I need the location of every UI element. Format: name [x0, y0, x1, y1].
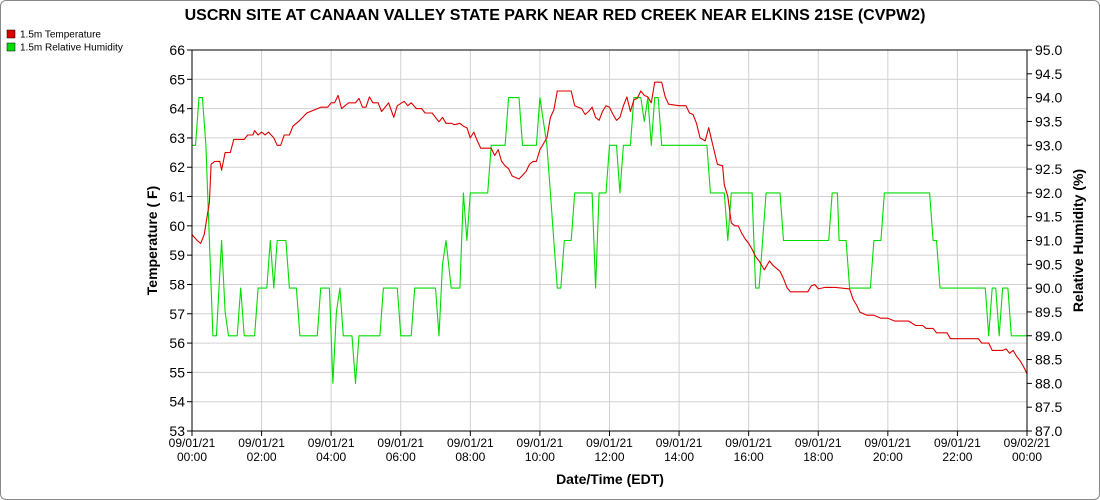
y-right-tick-label: 89.5 [1035, 304, 1062, 320]
x-tick-date: 09/01/21 [238, 436, 285, 450]
x-tick-date: 09/01/21 [377, 436, 424, 450]
y-left-axis-ticks: 53 54 55 56 57 58 59 60 61 62 63 64 65 66 [169, 42, 192, 439]
y-left-tick-label: 53 [169, 423, 185, 439]
y-right-tick-label: 88.5 [1035, 352, 1062, 368]
x-tick-time: 16:00 [734, 450, 764, 464]
x-axis-ticks: 09/01/2100:0009/01/2102:0009/01/2104:000… [169, 431, 1051, 464]
x-tick-date: 09/01/21 [517, 436, 564, 450]
y-right-axis-ticks: 87.0 87.5 88.0 88.5 89.0 89.5 90.0 90.5 91.0 91.5… [1027, 42, 1062, 439]
x-tick-date: 09/01/21 [447, 436, 494, 450]
x-tick-time: 04:00 [316, 450, 346, 464]
x-tick-time: 08:00 [455, 450, 485, 464]
humidity-series-line [192, 97, 1027, 384]
y-right-tick-label: 88.0 [1035, 375, 1062, 391]
legend-label-humidity: 1.5m Relative Humidity [20, 43, 123, 54]
x-tick-date: 09/01/21 [864, 436, 911, 450]
legend: 1.5m Temperature 1.5m Relative Humidity [6, 29, 123, 54]
temperature-series-line [191, 81, 1028, 375]
y-right-tick-label: 94.5 [1035, 66, 1062, 82]
y-right-tick-label: 87.5 [1035, 399, 1062, 415]
y-left-axis-label: Temperature ( F) [144, 186, 160, 295]
series-lines [191, 81, 1028, 384]
y-left-tick-label: 66 [169, 42, 185, 58]
legend-swatch-humidity [6, 42, 16, 52]
x-tick-date: 09/02/21 [1004, 436, 1051, 450]
x-tick-date: 09/01/21 [795, 436, 842, 450]
y-left-tick-label: 54 [169, 394, 185, 410]
y-right-tick-label: 93.0 [1035, 137, 1062, 153]
y-right-tick-label: 87.0 [1035, 423, 1062, 439]
y-right-tick-label: 93.5 [1035, 113, 1062, 129]
x-tick-time: 20:00 [873, 450, 903, 464]
x-tick-time: 12:00 [594, 450, 624, 464]
y-right-tick-label: 89.0 [1035, 328, 1062, 344]
legend-label-temperature: 1.5m Temperature [20, 30, 101, 41]
x-axis-label: Date/Time (EDT) [556, 471, 664, 487]
x-tick-time: 18:00 [803, 450, 833, 464]
x-tick-date: 09/01/21 [656, 436, 703, 450]
y-left-tick-label: 61 [169, 189, 185, 205]
y-left-tick-label: 58 [169, 276, 185, 292]
y-right-tick-label: 92.0 [1035, 185, 1062, 201]
y-left-tick-label: 62 [169, 159, 185, 175]
y-left-tick-label: 59 [169, 247, 185, 263]
y-left-tick-label: 56 [169, 335, 185, 351]
y-left-tick-label: 57 [169, 306, 185, 322]
x-tick-date: 09/01/21 [586, 436, 633, 450]
chart-title: USCRN SITE AT CANAAN VALLEY STATE PARK N… [185, 7, 926, 24]
x-tick-time: 10:00 [525, 450, 555, 464]
y-left-tick-label: 63 [169, 130, 185, 146]
x-tick-date: 09/01/21 [725, 436, 772, 450]
y-right-tick-label: 95.0 [1035, 42, 1062, 58]
y-right-tick-label: 92.5 [1035, 161, 1062, 177]
x-tick-date: 09/01/21 [169, 436, 216, 450]
x-tick-time: 06:00 [386, 450, 416, 464]
y-left-tick-label: 55 [169, 364, 185, 380]
x-tick-time: 22:00 [942, 450, 972, 464]
y-right-tick-label: 91.5 [1035, 209, 1062, 225]
y-right-tick-label: 94.0 [1035, 90, 1062, 106]
y-right-tick-label: 90.0 [1035, 280, 1062, 296]
plot-area [191, 49, 1028, 432]
legend-swatch-temperature [6, 29, 16, 39]
x-tick-time: 00:00 [177, 450, 207, 464]
x-tick-date: 09/01/21 [934, 436, 981, 450]
y-left-tick-label: 60 [169, 218, 185, 234]
x-tick-time: 14:00 [664, 450, 694, 464]
y-left-tick-label: 64 [169, 101, 185, 117]
y-right-tick-label: 90.5 [1035, 256, 1062, 272]
y-right-axis-label: Relative Humidity (%) [1070, 169, 1086, 312]
y-right-tick-label: 91.0 [1035, 233, 1062, 249]
x-tick-time: 00:00 [1012, 450, 1042, 464]
x-tick-date: 09/01/21 [308, 436, 355, 450]
x-tick-time: 02:00 [247, 450, 277, 464]
y-left-tick-label: 65 [169, 71, 185, 87]
